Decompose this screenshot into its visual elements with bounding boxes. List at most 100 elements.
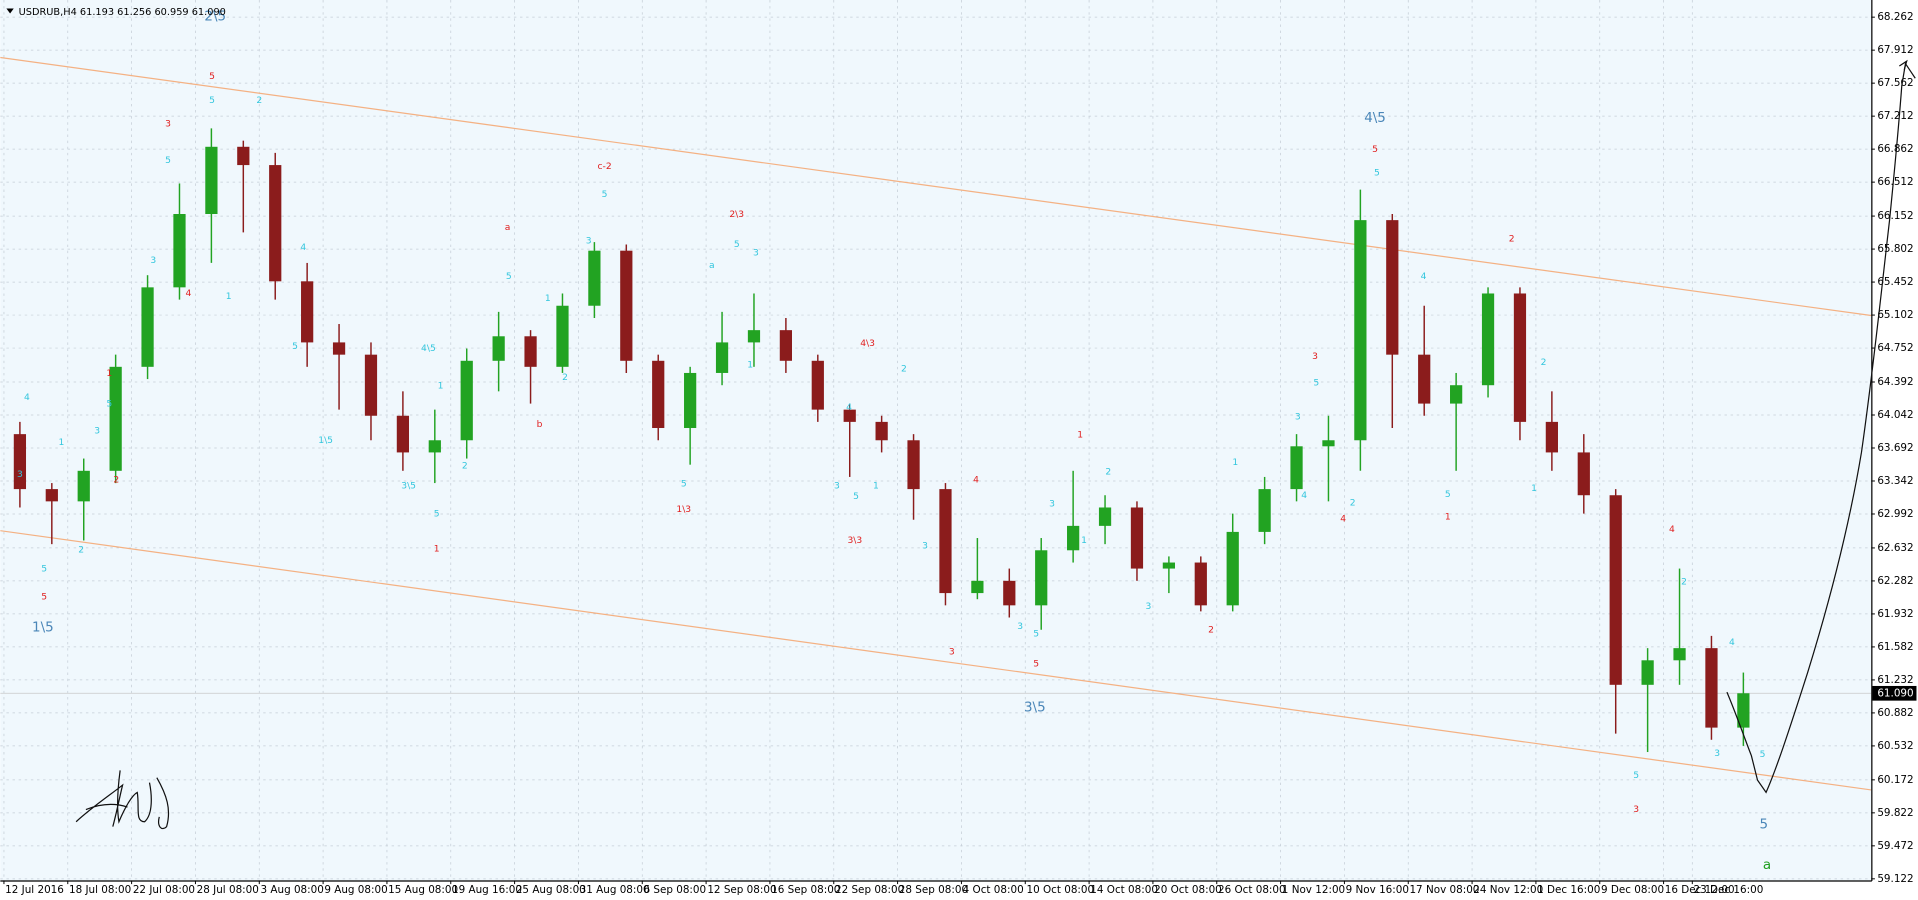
x-tick-label: 3 Aug 08:00 bbox=[260, 884, 323, 896]
y-tick-label: 64.042 bbox=[1877, 409, 1913, 421]
candle-body bbox=[1450, 385, 1463, 404]
annotations: 43551\51235123534552\521451\54\53\51251a… bbox=[17, 9, 1771, 872]
wave-label: 3 bbox=[834, 480, 840, 491]
wave-label: 1 bbox=[1081, 535, 1087, 546]
time-axis-bg bbox=[0, 880, 1872, 900]
current-price-box bbox=[1872, 685, 1917, 701]
y-tick-label: 65.452 bbox=[1877, 276, 1913, 288]
candle-body bbox=[588, 250, 601, 306]
wave-label: 1 bbox=[545, 293, 551, 304]
x-tick-label: 16 Sep 08:00 bbox=[771, 884, 840, 896]
y-tick-label: 63.692 bbox=[1877, 442, 1913, 454]
x-tick-label: 14 Oct 08:00 bbox=[1090, 884, 1158, 896]
candle-body bbox=[332, 342, 346, 355]
wave-label: 3 bbox=[1049, 498, 1055, 509]
wave-label: 5 bbox=[41, 592, 47, 603]
wave-label: 3 bbox=[17, 469, 23, 480]
candle-body bbox=[1130, 507, 1144, 569]
x-tick-label: 4 Oct 08:00 bbox=[963, 884, 1024, 896]
wave-label: 3 bbox=[150, 255, 156, 266]
x-tick-label: 22 Sep 08:00 bbox=[835, 884, 904, 896]
x-tick-label: 1 Nov 12:00 bbox=[1282, 884, 1345, 896]
y-tick-label: 67.912 bbox=[1877, 44, 1913, 56]
wave-label: 4 bbox=[1421, 271, 1427, 282]
y-tick-label: 61.232 bbox=[1877, 674, 1913, 686]
wave-label: 5 bbox=[1033, 628, 1039, 639]
candle-body bbox=[1481, 293, 1495, 386]
y-tick-label: 59.822 bbox=[1877, 807, 1913, 819]
candle-body bbox=[1258, 489, 1271, 532]
x-tick-label: 9 Aug 08:00 bbox=[324, 884, 387, 896]
x-tick-label: 31 Aug 08:00 bbox=[580, 884, 650, 896]
x-tick-label: 6 Sep 08:00 bbox=[643, 884, 706, 896]
candle-body bbox=[269, 165, 282, 282]
axes: 68.262 67.912 67.562 67.212 66.862 66.512 66.1… bbox=[3, 11, 1917, 896]
wave-label: 1 bbox=[226, 291, 232, 302]
wave-label: 4 bbox=[1729, 637, 1735, 648]
wave-label: 3 bbox=[1146, 601, 1152, 612]
y-tick-label: 60.882 bbox=[1877, 707, 1913, 719]
candle-body bbox=[173, 214, 186, 288]
wave-label: 1 bbox=[434, 544, 440, 555]
forecast-arrow bbox=[1899, 59, 1908, 70]
chart-title: USDRUB,H4 61.193 61.256 60.959 61.090 bbox=[19, 7, 226, 18]
x-tick-label: 12 Jul 2016 bbox=[5, 884, 64, 896]
y-tick-label: 67.212 bbox=[1877, 110, 1913, 122]
y-tick-label: 65.102 bbox=[1877, 309, 1913, 321]
candle-body bbox=[301, 281, 314, 343]
wave-label: 2 bbox=[562, 372, 568, 383]
wave-label: 3 bbox=[949, 646, 955, 657]
candle-body bbox=[364, 354, 378, 416]
y-tick-label: 59.472 bbox=[1877, 840, 1913, 852]
wave-label: 2 bbox=[901, 363, 907, 374]
wave-label: 5 bbox=[734, 239, 740, 250]
candle-body bbox=[141, 287, 154, 367]
wave-label: 1 bbox=[106, 368, 112, 379]
current-price-label: 61.090 bbox=[1877, 687, 1913, 699]
candle-body bbox=[109, 366, 122, 471]
y-tick-label: 66.152 bbox=[1877, 210, 1913, 222]
y-tick-label: 62.282 bbox=[1877, 575, 1913, 587]
y-tick-label: 61.932 bbox=[1877, 608, 1913, 620]
y-tick-label: 62.632 bbox=[1877, 542, 1913, 554]
wave-label: 2\3 bbox=[729, 209, 744, 220]
wave-label: 1 bbox=[438, 380, 444, 391]
wave-label: 4 bbox=[300, 242, 306, 253]
wave-label: c-2 bbox=[598, 161, 612, 172]
candle-body bbox=[460, 360, 473, 441]
x-tick-label: 19 Aug 16:00 bbox=[452, 884, 522, 896]
x-tick-label: 28 Sep 08:00 bbox=[899, 884, 968, 896]
wave-label: 3\3 bbox=[847, 535, 862, 546]
x-tick-label: 20 Oct 08:00 bbox=[1154, 884, 1222, 896]
trendline bbox=[0, 530, 1872, 791]
candle-body bbox=[205, 146, 218, 215]
wave-label: 2 bbox=[462, 461, 468, 472]
wave-label: 3 bbox=[94, 426, 100, 437]
wave-label: 2 bbox=[256, 95, 262, 106]
candle-body bbox=[715, 342, 729, 373]
x-tick-label: 18 Jul 08:00 bbox=[69, 884, 131, 896]
wave-label: 2 bbox=[1208, 625, 1214, 636]
wave-label: 3 bbox=[586, 235, 592, 246]
candle-body bbox=[1513, 293, 1527, 422]
candle-body bbox=[77, 470, 90, 502]
wave-label: a bbox=[1763, 858, 1771, 873]
wave-label: 2 bbox=[1105, 466, 1111, 477]
candle-body bbox=[1705, 648, 1718, 728]
x-tick-label: 1 Dec 16:00 bbox=[1537, 884, 1600, 896]
candle-body bbox=[1098, 507, 1112, 526]
wave-label: 4\5 bbox=[1364, 111, 1386, 126]
wave-label: 2 bbox=[78, 545, 84, 556]
x-tick-label: 16 Dec 12:00 bbox=[1665, 884, 1735, 896]
wave-label: 5 bbox=[1033, 659, 1039, 670]
candle-body bbox=[1003, 580, 1016, 606]
wave-label: a bbox=[505, 222, 511, 233]
wave-label: 3 bbox=[1017, 621, 1023, 632]
x-tick-label: 9 Nov 16:00 bbox=[1346, 884, 1409, 896]
wave-label: b bbox=[537, 419, 543, 430]
menu-arrow bbox=[6, 8, 14, 14]
wave-label: 5 bbox=[506, 271, 512, 282]
wave-label: 3 bbox=[753, 248, 759, 259]
wave-label: 2\5 bbox=[204, 9, 226, 24]
candle-body bbox=[620, 250, 633, 361]
